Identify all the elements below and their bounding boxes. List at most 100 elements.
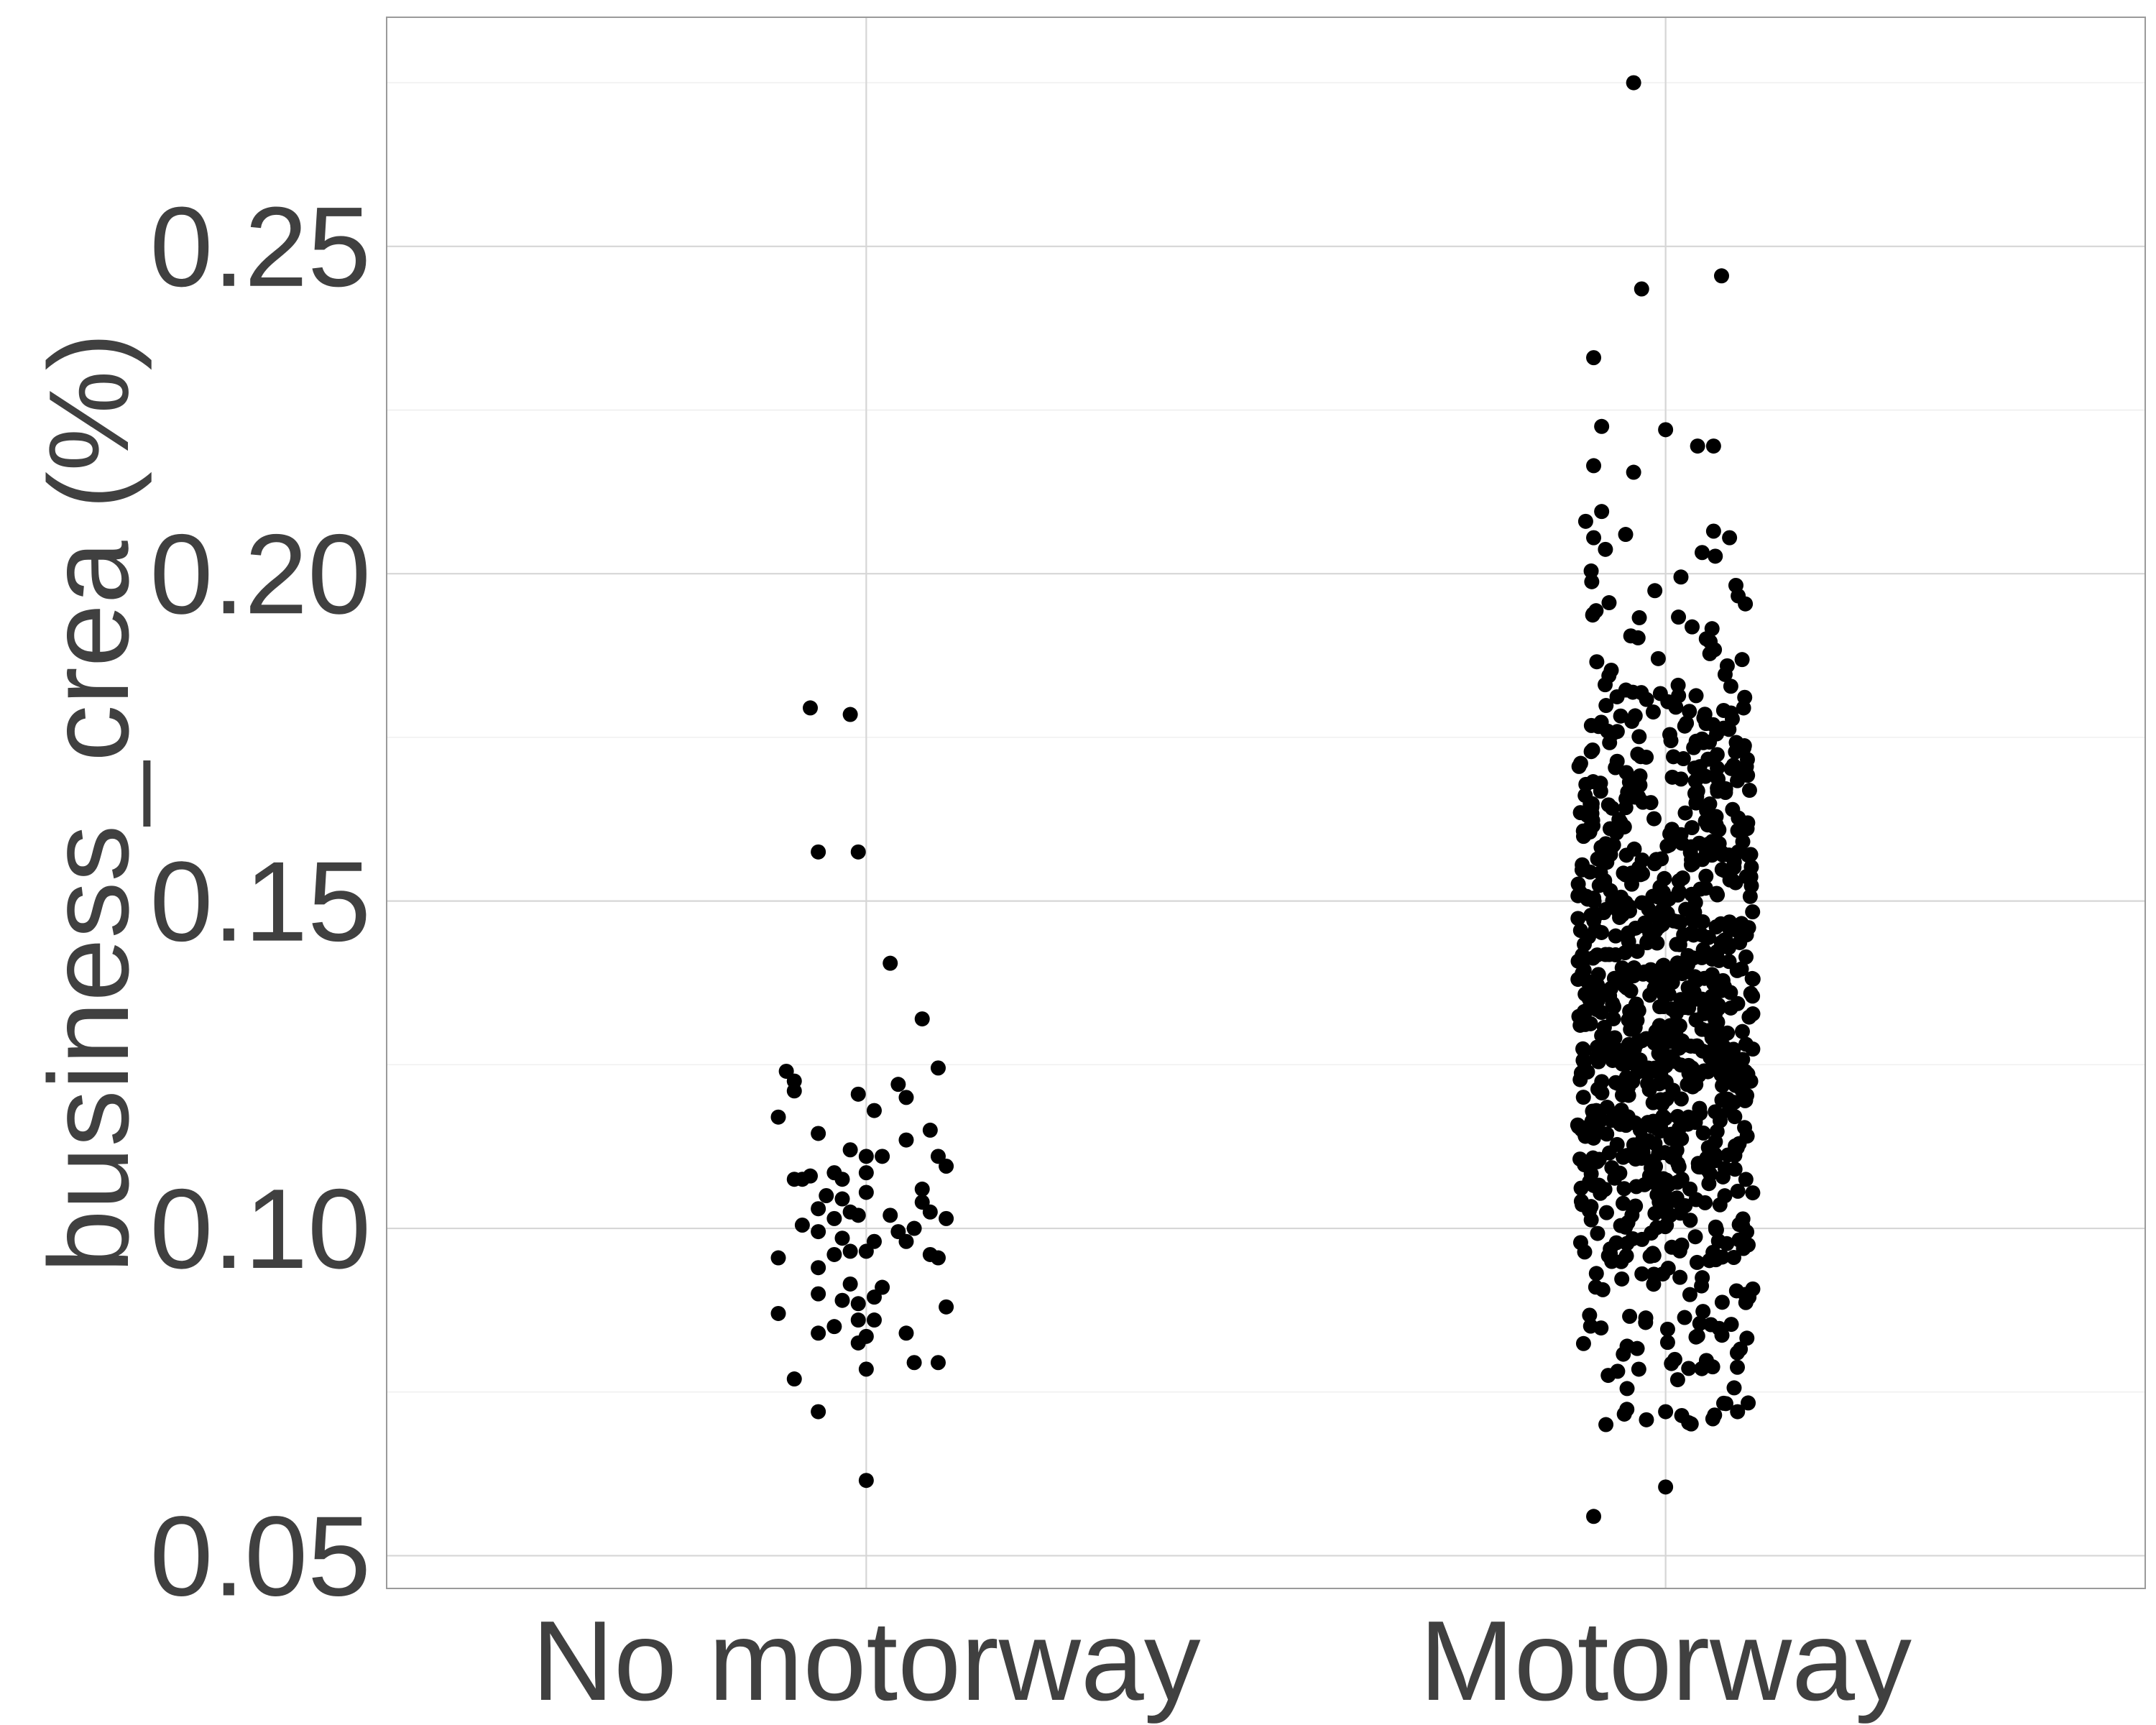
data-point xyxy=(1692,1105,1708,1121)
x-tick-label: No motorway xyxy=(532,1598,1201,1724)
data-point xyxy=(1697,970,1713,986)
data-point xyxy=(1657,988,1672,1003)
y-tick-label: 0.20 xyxy=(149,511,371,638)
data-point xyxy=(1729,1345,1745,1361)
data-point xyxy=(1687,760,1703,776)
data-point xyxy=(1713,268,1729,284)
data-point xyxy=(1634,895,1650,911)
data-point xyxy=(1583,563,1599,579)
data-point xyxy=(1626,75,1641,91)
data-point xyxy=(811,1404,826,1420)
data-point xyxy=(1715,1028,1731,1044)
data-point xyxy=(1702,796,1718,812)
y-axis-title: business_crea (%) xyxy=(26,333,152,1273)
data-point xyxy=(1629,944,1645,960)
data-point xyxy=(1621,774,1637,790)
data-point xyxy=(842,707,858,722)
data-point xyxy=(1606,1011,1621,1026)
data-point xyxy=(1623,983,1639,999)
data-point xyxy=(1662,1208,1678,1223)
data-point xyxy=(1737,1092,1753,1108)
data-point xyxy=(1734,1024,1750,1039)
data-point xyxy=(1628,1179,1644,1195)
data-point xyxy=(1658,1058,1674,1074)
data-point xyxy=(803,700,819,716)
data-point xyxy=(1741,1009,1757,1025)
data-point xyxy=(1585,607,1600,623)
data-point xyxy=(1612,1165,1628,1181)
data-point xyxy=(1658,1479,1674,1495)
data-point xyxy=(1625,1071,1641,1087)
data-point xyxy=(1577,513,1593,529)
data-point xyxy=(1685,927,1701,943)
data-point xyxy=(1575,1335,1591,1351)
data-point xyxy=(1674,1237,1690,1253)
data-point xyxy=(1723,985,1738,1000)
data-point xyxy=(1667,960,1683,975)
data-point xyxy=(1608,928,1623,944)
data-point xyxy=(1741,920,1756,936)
data-point xyxy=(1638,1315,1654,1330)
data-point xyxy=(1671,610,1687,625)
data-point xyxy=(1646,811,1662,827)
data-point xyxy=(883,955,898,971)
data-point xyxy=(1635,1131,1651,1147)
data-point xyxy=(858,1243,874,1259)
data-point xyxy=(1598,1417,1614,1432)
plot-panel-border xyxy=(386,17,2146,1589)
data-point xyxy=(1599,1126,1615,1142)
data-point xyxy=(1631,789,1646,805)
data-point xyxy=(1584,1113,1600,1129)
data-point xyxy=(826,1210,842,1226)
data-point xyxy=(1714,1294,1730,1310)
data-point xyxy=(1577,1157,1593,1173)
data-point xyxy=(1739,1330,1755,1346)
data-point xyxy=(1585,950,1601,966)
data-point xyxy=(1652,686,1668,702)
data-point xyxy=(1598,1205,1614,1220)
data-point xyxy=(786,1371,802,1387)
data-point xyxy=(1586,458,1602,474)
data-point xyxy=(1709,886,1725,901)
data-point xyxy=(1703,1317,1719,1333)
data-point xyxy=(1741,1395,1756,1411)
y-tick-label: 0.15 xyxy=(149,839,371,965)
data-point xyxy=(1734,1069,1750,1085)
data-point xyxy=(1572,805,1588,821)
data-point xyxy=(850,1086,866,1102)
data-point xyxy=(1616,865,1631,881)
data-point xyxy=(1673,569,1689,585)
y-tick-label: 0.25 xyxy=(149,184,371,310)
data-point xyxy=(1682,1287,1697,1302)
data-point xyxy=(1649,935,1665,951)
data-point xyxy=(842,1243,858,1259)
data-point xyxy=(794,1217,810,1233)
data-point xyxy=(770,1250,786,1266)
data-point xyxy=(1626,464,1641,480)
data-point xyxy=(898,1233,914,1249)
data-point xyxy=(1701,929,1717,945)
data-point xyxy=(866,1312,882,1328)
data-point xyxy=(1689,1254,1705,1270)
data-point xyxy=(1610,1363,1626,1379)
data-point xyxy=(1697,768,1713,784)
data-point xyxy=(1589,1154,1605,1169)
data-point xyxy=(1641,1082,1657,1098)
data-point xyxy=(1738,1036,1754,1052)
data-point xyxy=(1669,1174,1685,1190)
data-point xyxy=(1705,1411,1720,1427)
data-point xyxy=(1669,1108,1685,1124)
data-point xyxy=(1722,530,1738,546)
data-point xyxy=(1708,548,1723,564)
data-point xyxy=(1688,795,1704,811)
data-point xyxy=(1733,761,1749,777)
data-point xyxy=(1574,862,1590,878)
data-point xyxy=(1687,852,1703,868)
data-point xyxy=(883,1208,898,1223)
data-point xyxy=(1698,716,1714,732)
data-point xyxy=(1590,1054,1606,1070)
data-point xyxy=(1743,859,1759,875)
data-point xyxy=(1613,708,1628,724)
data-point xyxy=(1649,1220,1664,1236)
data-point xyxy=(1580,891,1595,907)
